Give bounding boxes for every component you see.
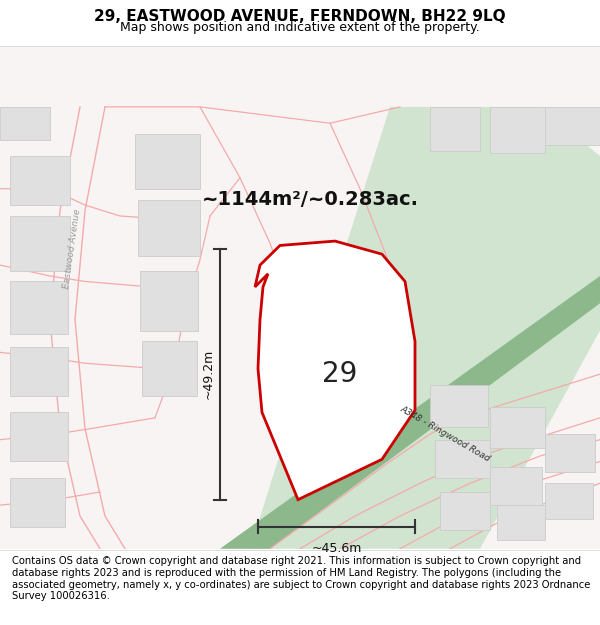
Bar: [430, 385, 488, 426]
Bar: [0, 107, 50, 139]
Bar: [10, 412, 68, 461]
Bar: [140, 271, 198, 331]
Text: Contains OS data © Crown copyright and database right 2021. This information is : Contains OS data © Crown copyright and d…: [12, 556, 590, 601]
Bar: [10, 281, 68, 334]
Bar: [497, 505, 545, 540]
Bar: [435, 439, 490, 478]
Bar: [490, 407, 545, 448]
Bar: [490, 467, 542, 505]
Bar: [10, 347, 68, 396]
Bar: [545, 434, 595, 472]
Polygon shape: [220, 276, 600, 549]
Bar: [10, 156, 70, 205]
Bar: [545, 483, 593, 519]
Text: 29, EASTWOOD AVENUE, FERNDOWN, BH22 9LQ: 29, EASTWOOD AVENUE, FERNDOWN, BH22 9LQ: [94, 9, 506, 24]
Bar: [440, 492, 490, 530]
Bar: [430, 107, 480, 151]
Text: Eastwood Avenue: Eastwood Avenue: [62, 208, 82, 289]
Bar: [142, 341, 197, 396]
Polygon shape: [250, 107, 600, 549]
Bar: [10, 216, 70, 271]
Text: ~45.6m: ~45.6m: [311, 542, 362, 555]
Text: A348 - Ringwood Road: A348 - Ringwood Road: [398, 404, 491, 464]
Bar: [138, 199, 200, 256]
Bar: [545, 107, 600, 145]
Text: ~49.2m: ~49.2m: [202, 349, 215, 399]
Text: Map shows position and indicative extent of the property.: Map shows position and indicative extent…: [120, 21, 480, 34]
Text: ~1144m²/~0.283ac.: ~1144m²/~0.283ac.: [202, 190, 419, 209]
Bar: [490, 107, 545, 152]
Polygon shape: [255, 241, 415, 499]
Bar: [10, 478, 65, 527]
Bar: [135, 134, 200, 189]
Text: 29: 29: [322, 360, 358, 388]
